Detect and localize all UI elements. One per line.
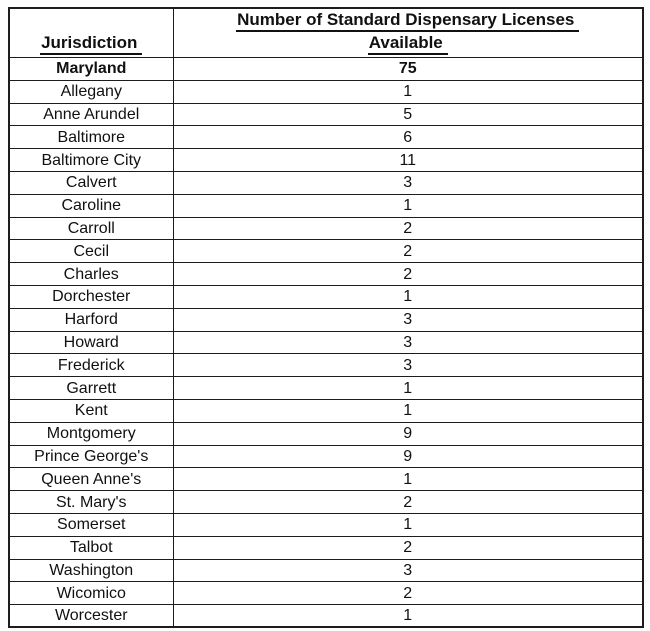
licenses-header-line2: Available	[367, 32, 448, 55]
value-cell: 75	[172, 57, 644, 81]
table-row: Montgomery 9	[8, 421, 644, 446]
jurisdiction-cell: Calvert	[8, 170, 174, 195]
table-row: Kent 1	[8, 398, 644, 423]
jurisdiction-cell: Anne Arundel	[8, 102, 174, 127]
value-cell: 3	[172, 330, 644, 355]
table-row: Carroll 2	[8, 216, 644, 241]
value-cell: 2	[172, 262, 644, 286]
value-cell: 9	[172, 444, 644, 469]
jurisdiction-cell: Carroll	[8, 216, 174, 241]
table-row: Harford 3	[8, 307, 644, 332]
value-cell: 2	[172, 581, 644, 606]
value-cell: 1	[172, 284, 644, 309]
jurisdiction-cell: Queen Anne's	[8, 467, 174, 492]
licenses-column-header: Number of Standard Dispensary Licenses A…	[172, 7, 644, 58]
table-row: Dorchester 1	[8, 284, 644, 309]
value-cell: 2	[172, 239, 644, 264]
jurisdiction-cell: Baltimore City	[8, 148, 174, 172]
jurisdiction-cell: Talbot	[8, 535, 174, 560]
jurisdiction-cell: Somerset	[8, 512, 174, 537]
table-row: Charles 2	[8, 262, 644, 286]
value-cell: 5	[172, 102, 644, 127]
jurisdiction-column-header: Jurisdiction	[8, 7, 174, 58]
value-cell: 1	[172, 467, 644, 492]
table-row-maryland: Maryland 75	[8, 57, 644, 81]
jurisdiction-cell: Kent	[8, 398, 174, 423]
table-row: Baltimore City 11	[8, 148, 644, 172]
value-cell: 1	[172, 604, 644, 628]
table-row: Somerset 1	[8, 512, 644, 537]
licenses-header-line1: Number of Standard Dispensary Licenses	[236, 9, 580, 32]
table-row: Cecil 2	[8, 239, 644, 264]
value-cell: 9	[172, 421, 644, 446]
value-cell: 1	[172, 376, 644, 400]
value-cell: 1	[172, 193, 644, 218]
jurisdiction-cell: Charles	[8, 262, 174, 286]
table-row: Washington 3	[8, 558, 644, 583]
value-cell: 2	[172, 535, 644, 560]
table-row: Howard 3	[8, 330, 644, 355]
jurisdiction-cell: Caroline	[8, 193, 174, 218]
value-cell: 1	[172, 512, 644, 537]
value-cell: 1	[172, 79, 644, 104]
jurisdiction-cell: Dorchester	[8, 284, 174, 309]
value-cell: 3	[172, 353, 644, 378]
jurisdiction-cell: Howard	[8, 330, 174, 355]
jurisdiction-cell: Cecil	[8, 239, 174, 264]
jurisdiction-cell: Washington	[8, 558, 174, 583]
table-row: St. Mary's 2	[8, 490, 644, 514]
table-row: Anne Arundel 5	[8, 102, 644, 127]
jurisdiction-cell: Prince George's	[8, 444, 174, 469]
table-row: Talbot 2	[8, 535, 644, 560]
jurisdiction-cell: Baltimore	[8, 125, 174, 150]
table-row: Garrett 1	[8, 376, 644, 400]
table-row: Prince George's 9	[8, 444, 644, 469]
table-header-row: Jurisdiction Number of Standard Dispensa…	[8, 7, 644, 58]
value-cell: 1	[172, 398, 644, 423]
jurisdiction-cell: St. Mary's	[8, 490, 174, 514]
jurisdiction-cell: Allegany	[8, 79, 174, 104]
value-cell: 11	[172, 148, 644, 172]
value-cell: 3	[172, 170, 644, 195]
value-cell: 3	[172, 558, 644, 583]
table-row: Calvert 3	[8, 170, 644, 195]
jurisdiction-cell: Montgomery	[8, 421, 174, 446]
value-cell: 6	[172, 125, 644, 150]
jurisdiction-cell: Garrett	[8, 376, 174, 400]
jurisdiction-header-label: Jurisdiction	[40, 32, 143, 55]
jurisdiction-cell: Worcester	[8, 604, 174, 628]
table-row: Wicomico 2	[8, 581, 644, 606]
jurisdiction-cell: Wicomico	[8, 581, 174, 606]
table-row: Frederick 3	[8, 353, 644, 378]
table-row: Worcester 1	[8, 604, 644, 628]
value-cell: 2	[172, 216, 644, 241]
value-cell: 2	[172, 490, 644, 514]
jurisdiction-cell: Harford	[8, 307, 174, 332]
jurisdiction-cell: Frederick	[8, 353, 174, 378]
table-row: Caroline 1	[8, 193, 644, 218]
table-row: Baltimore 6	[8, 125, 644, 150]
dispensary-licenses-table: Jurisdiction Number of Standard Dispensa…	[8, 7, 644, 629]
table-row: Queen Anne's 1	[8, 467, 644, 492]
jurisdiction-cell: Maryland	[8, 57, 174, 81]
table-row: Allegany 1	[8, 79, 644, 104]
value-cell: 3	[172, 307, 644, 332]
